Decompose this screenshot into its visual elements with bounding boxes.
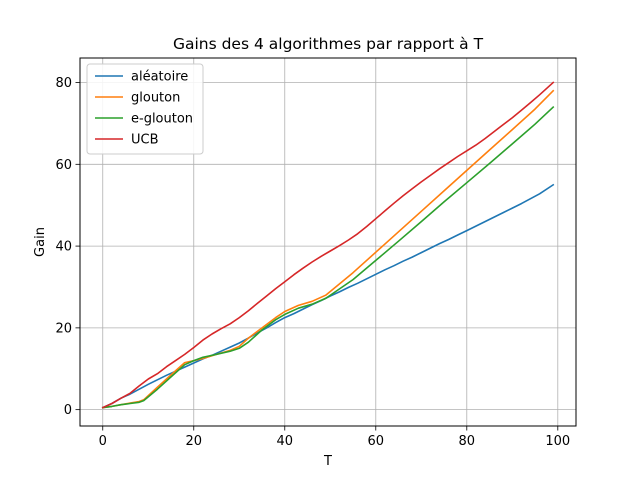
x-tick-label: 80: [459, 434, 476, 449]
legend-label-e-glouton: e-glouton: [131, 112, 193, 127]
series-lines: [101, 81, 555, 409]
grid: [80, 58, 576, 426]
legend-label-al-atoire: aléatoire: [131, 70, 188, 85]
legend: aléatoire glouton e-glouton UCB: [86, 63, 204, 155]
y-tick-label: 20: [55, 321, 72, 336]
legend-box: [86, 63, 204, 155]
x-tick-label: 60: [368, 434, 385, 449]
y-tick-label: 0: [64, 403, 72, 418]
x-tick-label: 20: [185, 434, 202, 449]
x-axis-title: T: [323, 454, 332, 469]
series-line-ucb: [101, 81, 555, 409]
x-tick-label: 100: [545, 434, 570, 449]
legend-label-glouton: glouton: [131, 91, 180, 106]
legend-label-ucb: UCB: [131, 133, 159, 148]
x-tick-label: 40: [276, 434, 293, 449]
y-tick-label: 60: [55, 158, 72, 173]
y-axis-title: Gain: [33, 227, 48, 257]
chart-title: Gains des 4 algorithmes par rapport à T: [173, 35, 484, 53]
axis-ticks: 0 20 40 60 80 100 0 20 40 60 80: [55, 76, 570, 449]
y-tick-label: 80: [55, 76, 72, 91]
x-tick-label: 0: [99, 434, 107, 449]
series-line-e-glouton: [101, 105, 555, 409]
plot-area-frame: [79, 57, 577, 427]
y-tick-label: 40: [55, 240, 72, 255]
